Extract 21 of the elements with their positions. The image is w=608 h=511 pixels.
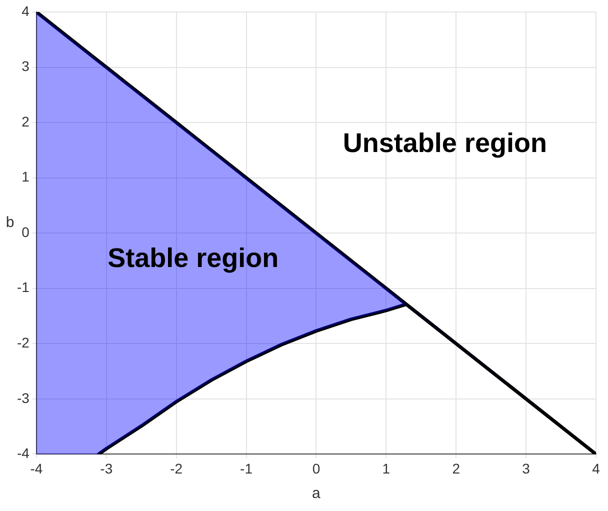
x-tick-label: 0 [312,460,320,476]
y-tick-label: 1 [22,168,30,185]
x-tick-label: 4 [592,460,600,476]
y-tick-label: -2 [16,334,30,351]
y-tick-label: 0 [22,224,30,240]
y-tick-label: -1 [16,279,30,296]
y-tick-label: -4 [16,445,30,462]
x-tick-label: 1 [382,460,390,476]
y-tick-label: 2 [22,113,30,130]
annotation: Unstable region [342,128,547,158]
x-tick-label: 2 [452,460,460,476]
x-tick-label: -2 [170,460,183,476]
x-tick-label: 3 [522,460,530,476]
y-tick-label: 3 [22,58,30,74]
x-axis-title: a [312,485,322,502]
y-axis-title: b [6,214,14,232]
x-tick-label: -1 [240,460,253,476]
annotation: Stable region [108,243,279,274]
y-tick-label: -3 [16,390,30,406]
y-tick-label: 4 [22,2,30,19]
x-tick-label: -3 [100,460,113,476]
